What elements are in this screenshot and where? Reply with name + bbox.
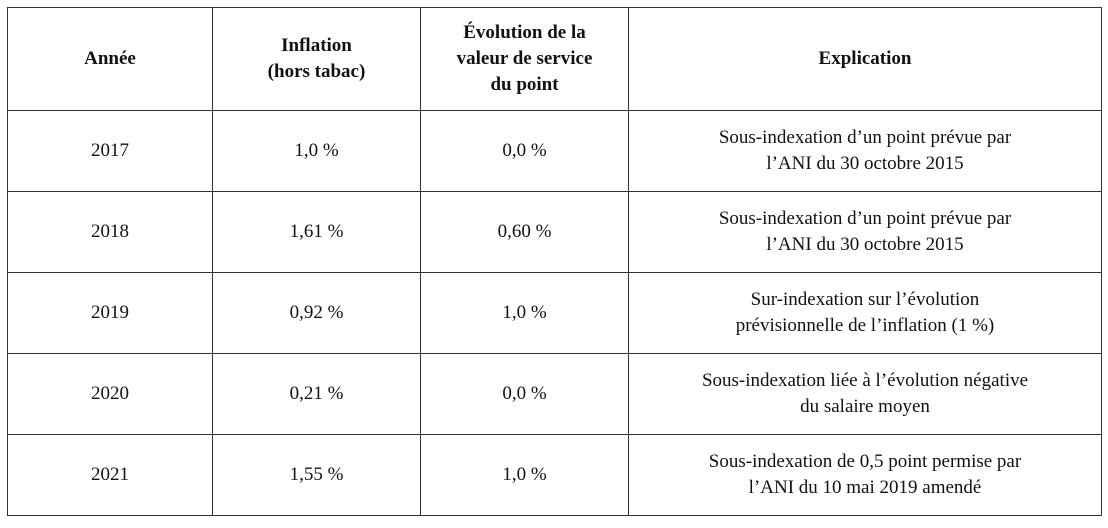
table-cell: 2019 [7,272,213,354]
table-cell: 1,0 % [420,434,629,516]
table-row: 2018 1,61 % 0,60 % Sous-indexation d’un poi… [7,191,1102,273]
cell-line: Sous-indexation liée à l’évolution négat… [701,370,1029,391]
table-cell: 1,55 % [212,434,421,516]
cell-line: Sous-indexation de 0,5 point permise par [708,451,1022,472]
cell-line: 1,0 % [502,302,547,323]
table-row: 2020 0,21 % 0,0 % Sous-indexation liée à l’… [7,353,1102,435]
table-cell: 2017 [7,110,213,192]
table-body: 2017 1,0 % 0,0 % Sous-indexation d’un point… [7,110,1102,516]
table-cell: 0,92 % [212,272,421,354]
cell-line: 0,92 % [289,302,344,323]
cell-line: Sous-indexation d’un point prévue par [718,208,1012,229]
table-cell: 0,60 % [420,191,629,273]
cell-line: Sur-indexation sur l’évolution [750,289,980,310]
header-cell: Année [7,7,213,111]
cell-line: 2017 [91,140,129,161]
cell-line: 2019 [91,302,129,323]
cell-line: du point [490,74,559,95]
cell-line: 1,61 % [289,221,344,242]
cell-line: 2018 [91,221,129,242]
header-row: Année Inflation (hors tabac) Évolution de l… [7,7,1102,111]
header-cell: Inflation (hors tabac) [212,7,421,111]
table-cell: 2020 [7,353,213,435]
cell-line: 0,0 % [502,383,547,404]
header-cell: Explication [628,7,1102,111]
cell-line: 2021 [91,464,129,485]
cell-line: (hors tabac) [267,61,366,82]
table-row: 2021 1,55 % 1,0 % Sous-indexation de 0,5 po… [7,434,1102,516]
table-cell: Sous-indexation d’un point prévue par l’A… [628,110,1102,192]
data-table: Année Inflation (hors tabac) Évolution de l… [7,7,1102,516]
cell-line: prévisionnelle de l’inflation (1 %) [735,315,995,336]
cell-line: valeur de service [456,48,593,69]
table-cell: Sur-indexation sur l’évolution prévisionn… [628,272,1102,354]
cell-line: Inflation [281,35,352,56]
table-cell: Sous-indexation d’un point prévue par l’A… [628,191,1102,273]
cell-line: Année [84,48,136,69]
cell-line: 1,0 % [502,464,547,485]
cell-line: 2020 [91,383,129,404]
table-cell: 1,0 % [420,272,629,354]
cell-line: 0,60 % [497,221,552,242]
cell-line: 0,21 % [289,383,344,404]
table-cell: Sous-indexation de 0,5 point permise par… [628,434,1102,516]
table-cell: 0,0 % [420,353,629,435]
table-cell: 2018 [7,191,213,273]
cell-line: l’ANI du 30 octobre 2015 [766,234,964,255]
cell-line: l’ANI du 30 octobre 2015 [766,153,964,174]
cell-line: l’ANI du 10 mai 2019 amendé [748,477,982,498]
table-cell: 0,21 % [212,353,421,435]
table-cell: 1,61 % [212,191,421,273]
cell-line: 1,55 % [289,464,344,485]
table-row: 2017 1,0 % 0,0 % Sous-indexation d’un point… [7,110,1102,192]
header-cell: Évolution de la valeur de service du point [420,7,629,111]
table-cell: Sous-indexation liée à l’évolution négat… [628,353,1102,435]
table-cell: 0,0 % [420,110,629,192]
table-cell: 1,0 % [212,110,421,192]
cell-line: 0,0 % [502,140,547,161]
cell-line: 1,0 % [294,140,339,161]
cell-line: Évolution de la [463,22,586,43]
table-cell: 2021 [7,434,213,516]
cell-line: Explication [818,48,912,69]
table-row: 2019 0,92 % 1,0 % Sur-indexation sur l’évol… [7,272,1102,354]
cell-line: Sous-indexation d’un point prévue par [718,127,1012,148]
cell-line: du salaire moyen [800,396,930,417]
